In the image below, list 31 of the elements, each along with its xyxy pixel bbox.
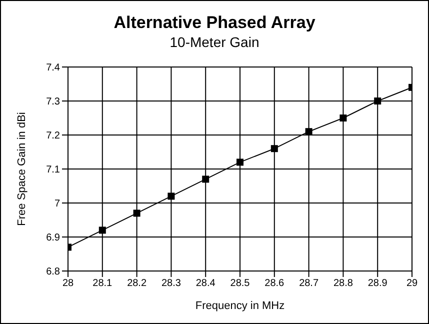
x-tick-label: 28.1 <box>92 278 113 290</box>
y-tick-label: 7.1 <box>46 164 60 176</box>
chart-subtitle: 10-Meter Gain <box>168 34 260 50</box>
y-tick-label: 7 <box>54 198 60 210</box>
point <box>202 176 210 183</box>
x-tick-label: 29 <box>406 278 418 290</box>
point <box>305 128 312 136</box>
point <box>98 226 106 234</box>
y-tick-label: 6.8 <box>46 266 60 278</box>
y-tick-label: 7.2 <box>46 130 60 142</box>
x-tick-label: 28.2 <box>127 278 147 290</box>
y-axis-title: Free Space Gain in dBi <box>16 112 28 226</box>
x-tick-label: 28.9 <box>368 278 388 290</box>
x-tick-label: 28.3 <box>161 278 182 290</box>
x-tick-label: 28.6 <box>264 278 285 290</box>
chart-title: Alternative Phased Array <box>112 13 316 33</box>
x-tick-label: 28 <box>62 278 74 290</box>
point <box>340 114 347 122</box>
point <box>133 210 140 217</box>
x-tick-label: 28.4 <box>196 278 216 290</box>
y-tick-label: 6.9 <box>46 232 60 244</box>
y-tick-label: 7.4 <box>46 62 60 74</box>
y-tick-label: 7.3 <box>46 96 60 108</box>
x-tick-label: 28.8 <box>333 278 354 290</box>
point <box>236 158 244 166</box>
point <box>374 98 382 104</box>
x-tick-label: 28.7 <box>299 278 319 290</box>
point <box>270 145 278 152</box>
point <box>168 192 175 200</box>
x-axis-title: Frequency in MHz <box>195 300 285 312</box>
x-tick-label: 28.5 <box>230 278 250 290</box>
